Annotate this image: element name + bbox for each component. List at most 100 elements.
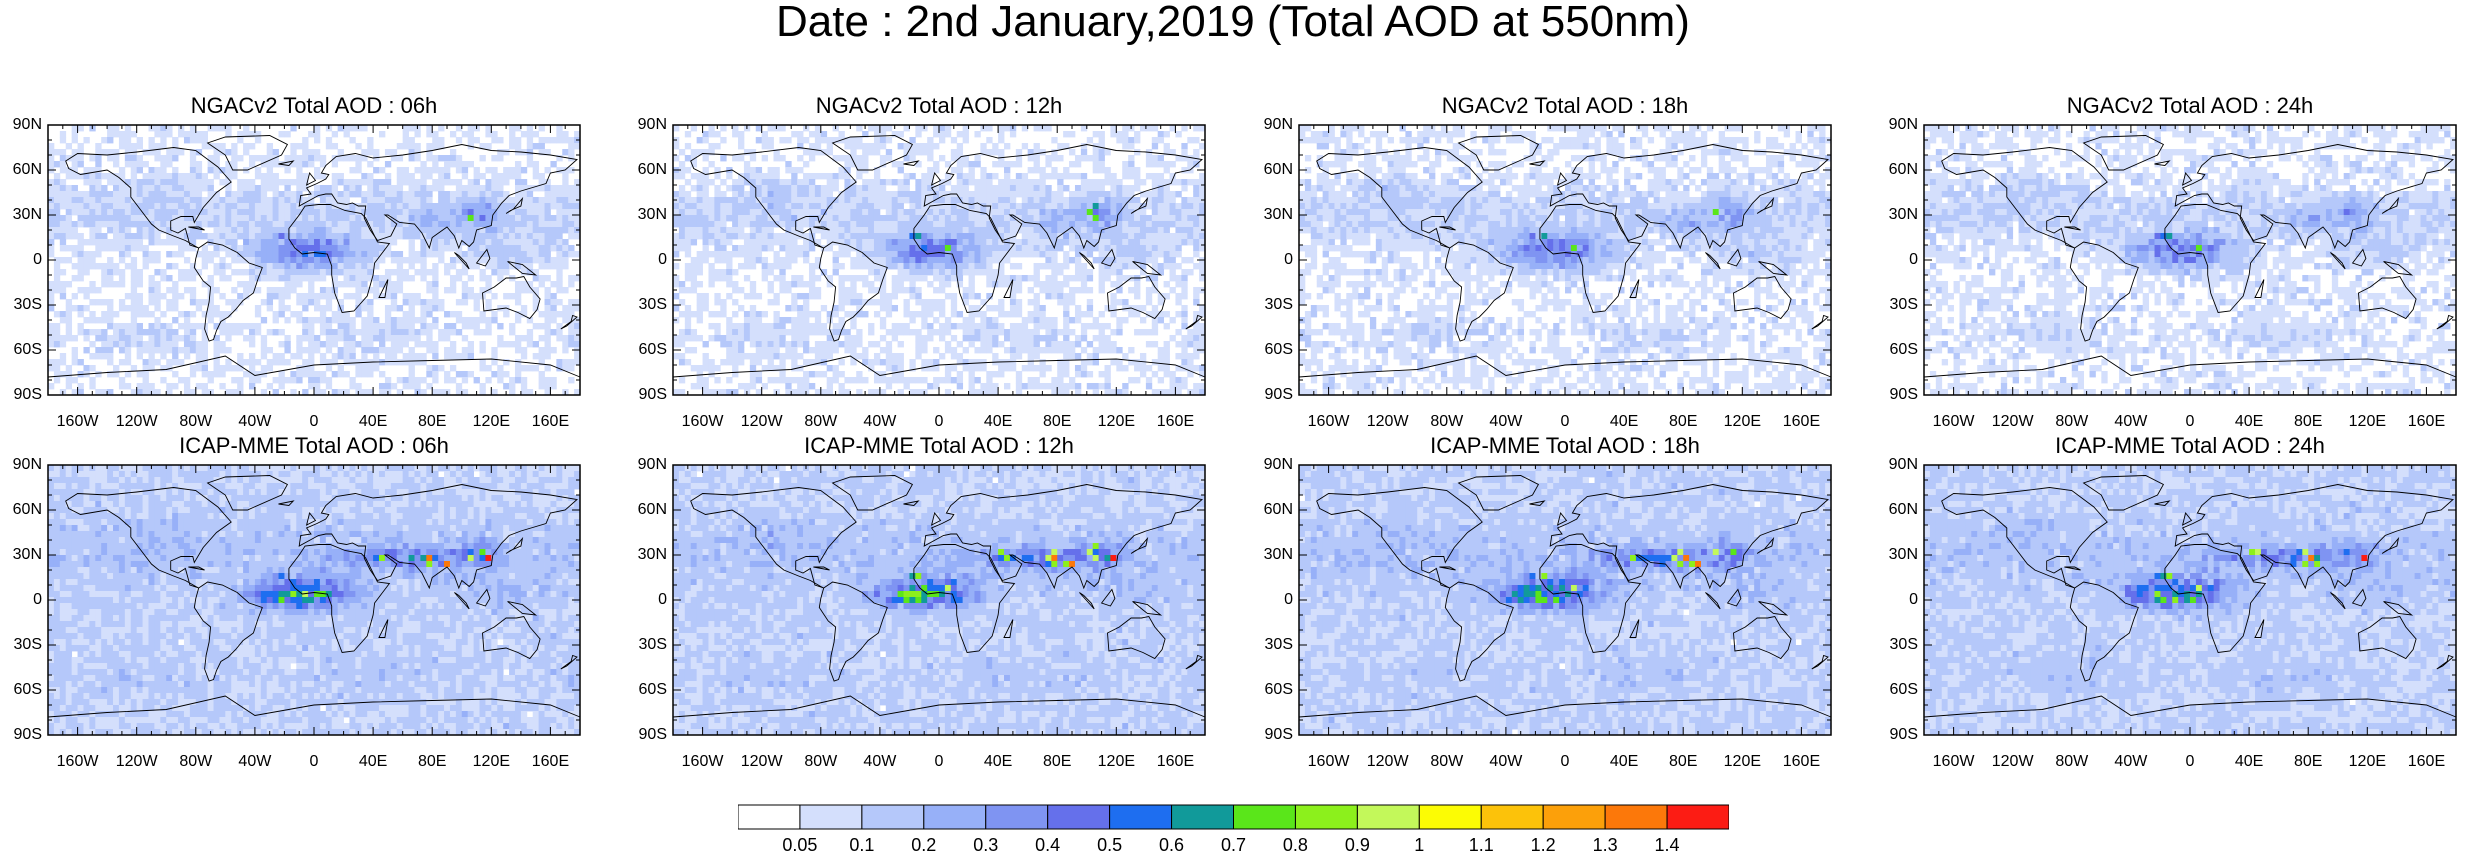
aod-cell (480, 173, 486, 179)
aod-cell (148, 299, 154, 305)
aod-cell (48, 215, 54, 221)
aod-cell (78, 125, 84, 131)
aod-cell (101, 275, 107, 281)
aod-cell (738, 329, 744, 335)
aod-cell (474, 305, 480, 311)
aod-cell (497, 149, 503, 155)
aod-cell (172, 203, 178, 209)
aod-cell (791, 221, 797, 227)
aod-cell (89, 365, 95, 371)
aod-cell (249, 245, 255, 251)
aod-cell (791, 191, 797, 197)
aod-cell (338, 263, 344, 269)
aod-cell (344, 323, 350, 329)
aod-cell (939, 209, 945, 215)
aod-cell (509, 197, 515, 203)
aod-cell (403, 269, 409, 275)
aod-cell (231, 215, 237, 221)
aod-cell (444, 245, 450, 251)
aod-cell (732, 269, 738, 275)
aod-cell (113, 263, 119, 269)
aod-cell (1081, 155, 1087, 161)
aod-cell (172, 179, 178, 185)
aod-cell (779, 239, 785, 245)
aod-cell (732, 251, 738, 257)
aod-cell (880, 299, 886, 305)
aod-cell (1022, 125, 1028, 131)
aod-cell (125, 305, 131, 311)
aod-cell (568, 221, 574, 227)
aod-cell (963, 197, 969, 203)
aod-cell (539, 215, 545, 221)
aod-cell (874, 137, 880, 143)
aod-cell (904, 323, 910, 329)
aod-cell (302, 137, 308, 143)
aod-cell (208, 209, 214, 215)
aod-cell (284, 317, 290, 323)
aod-cell (355, 227, 361, 233)
aod-cell (208, 233, 214, 239)
aod-cell (414, 197, 420, 203)
aod-cell (527, 143, 533, 149)
aod-cell (367, 215, 373, 221)
aod-cell (1057, 173, 1063, 179)
aod-cell (1110, 293, 1116, 299)
aod-cell (509, 239, 515, 245)
aod-cell (361, 353, 367, 359)
aod-cell (562, 185, 568, 191)
aod-cell (261, 203, 267, 209)
aod-cell (214, 251, 220, 257)
aod-cell (1057, 179, 1063, 185)
aod-cell (420, 161, 426, 167)
aod-cell (791, 299, 797, 305)
aod-cell (332, 173, 338, 179)
aod-cell (367, 347, 373, 353)
aod-cell (957, 269, 963, 275)
aod-cell (732, 185, 738, 191)
aod-cell (249, 323, 255, 329)
aod-cell (904, 269, 910, 275)
aod-cell (497, 239, 503, 245)
aod-cell (1022, 173, 1028, 179)
aod-cell (909, 197, 915, 203)
aod-cell (844, 311, 850, 317)
aod-cell (1128, 263, 1134, 269)
aod-cell (273, 293, 279, 299)
aod-cell (685, 215, 691, 221)
aod-cell (969, 191, 975, 197)
aod-cell (539, 383, 545, 389)
aod-cell (1158, 191, 1164, 197)
aod-cell (1146, 293, 1152, 299)
aod-cell (521, 239, 527, 245)
aod-cell (119, 323, 125, 329)
aod-cell (815, 209, 821, 215)
aod-cell (385, 359, 391, 365)
aod-cell (762, 155, 768, 161)
aod-cell (491, 179, 497, 185)
aod-cell (856, 161, 862, 167)
aod-cell (1004, 275, 1010, 281)
aod-cell (1069, 287, 1075, 293)
aod-cell (714, 197, 720, 203)
aod-cell (1181, 311, 1187, 317)
aod-cell (438, 251, 444, 257)
aod-cell (497, 365, 503, 371)
aod-cell (438, 197, 444, 203)
aod-cell (533, 203, 539, 209)
aod-cell (1193, 239, 1199, 245)
aod-cell (273, 233, 279, 239)
aod-cell (685, 197, 691, 203)
aod-cell (308, 377, 314, 383)
aod-cell (1116, 179, 1122, 185)
aod-cell (744, 203, 750, 209)
aod-cell (190, 341, 196, 347)
aod-cell (809, 311, 815, 317)
aod-cell (703, 233, 709, 239)
aod-cell (344, 359, 350, 365)
aod-cell (844, 287, 850, 293)
aod-cell (791, 257, 797, 263)
aod-cell (756, 239, 762, 245)
aod-cell (243, 269, 249, 275)
aod-cell (308, 359, 314, 365)
aod-cell (1022, 209, 1028, 215)
